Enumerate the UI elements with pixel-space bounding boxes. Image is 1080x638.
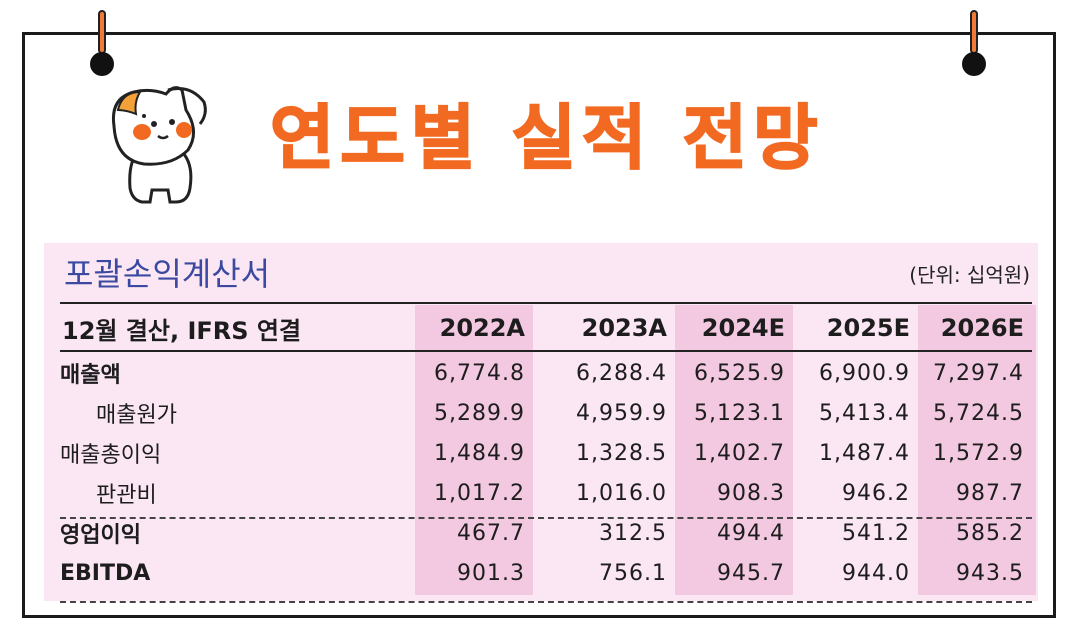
cell-value: 946.2: [842, 480, 910, 506]
cell-value: 1,017.2: [434, 480, 525, 506]
year-header: 2025E: [826, 314, 910, 342]
row-label: 판관비: [96, 483, 157, 508]
cell-value: 1,572.9: [933, 440, 1024, 466]
cell-value: 944.0: [842, 560, 910, 586]
column-highlight: [415, 305, 533, 595]
table-row: 판관비 1,017.2 1,016.0 908.3 946.2 987.7: [60, 473, 1032, 513]
cell-value: 312.5: [599, 520, 667, 546]
table-header-row: 12월 결산, IFRS 연결 2022A 2023A 2024E 2025E …: [60, 305, 1032, 351]
cell-value: 5,724.5: [933, 400, 1024, 426]
header-label: 12월 결산, IFRS 연결: [62, 316, 302, 345]
row-label: 매출액: [60, 363, 121, 388]
page-title: 연도별 실적 전망: [269, 97, 824, 179]
cell-value: 756.1: [599, 560, 667, 586]
cat-mascot-icon: [111, 86, 207, 204]
cell-value: 1,016.0: [576, 480, 667, 506]
cell-value: 1,484.9: [434, 440, 525, 466]
cell-value: 945.7: [717, 560, 785, 586]
table-row: 영업이익 467.7 312.5 494.4 541.2 585.2: [60, 513, 1032, 553]
cell-value: 901.3: [457, 560, 525, 586]
cell-value: 5,289.9: [434, 400, 525, 426]
income-statement-table: 12월 결산, IFRS 연결 2022A 2023A 2024E 2025E …: [60, 305, 1032, 593]
divider-top: [60, 302, 1032, 304]
cell-value: 1,328.5: [576, 440, 667, 466]
cell-value: 5,413.4: [819, 400, 910, 426]
year-header: 2023A: [581, 314, 667, 342]
row-label: 영업이익: [60, 523, 141, 548]
cell-value: 541.2: [842, 520, 910, 546]
cell-value: 943.5: [956, 560, 1024, 586]
table-row: 매출총이익 1,484.9 1,328.5 1,402.7 1,487.4 1,…: [60, 433, 1032, 473]
cell-value: 908.3: [717, 480, 785, 506]
divider-bottom: [60, 601, 1032, 603]
cell-value: 5,123.1: [694, 400, 785, 426]
cell-value: 494.4: [717, 520, 785, 546]
table-row: 매출액 6,774.8 6,288.4 6,525.9 6,900.9 7,29…: [60, 351, 1032, 393]
divider-dashed: [60, 517, 1032, 519]
cell-value: 6,288.4: [576, 360, 667, 386]
table-row: EBITDA 901.3 756.1 945.7 944.0 943.5: [60, 553, 1032, 593]
statement-title: 포괄손익계산서: [64, 255, 271, 293]
row-label: 매출원가: [96, 403, 177, 428]
cell-value: 987.7: [956, 480, 1024, 506]
table-row: 매출원가 5,289.9 4,959.9 5,123.1 5,413.4 5,7…: [60, 393, 1032, 433]
cell-value: 6,900.9: [819, 360, 910, 386]
cell-value: 1,402.7: [694, 440, 785, 466]
cell-value: 4,959.9: [576, 400, 667, 426]
cell-value: 1,487.4: [819, 440, 910, 466]
cell-value: 6,525.9: [694, 360, 785, 386]
divider-header: [60, 350, 1032, 352]
year-header: 2026E: [940, 314, 1024, 342]
cell-value: 6,774.8: [434, 360, 525, 386]
year-header: 2022A: [439, 314, 525, 342]
row-label: 매출총이익: [60, 443, 162, 468]
row-label: EBITDA: [60, 560, 151, 586]
column-highlight: [918, 305, 1036, 595]
cell-value: 7,297.4: [933, 360, 1024, 386]
year-header: 2024E: [701, 314, 785, 342]
unit-label: (단위: 십억원): [909, 263, 1030, 287]
cell-value: 585.2: [956, 520, 1024, 546]
column-highlight: [675, 305, 793, 595]
cell-value: 467.7: [457, 520, 525, 546]
